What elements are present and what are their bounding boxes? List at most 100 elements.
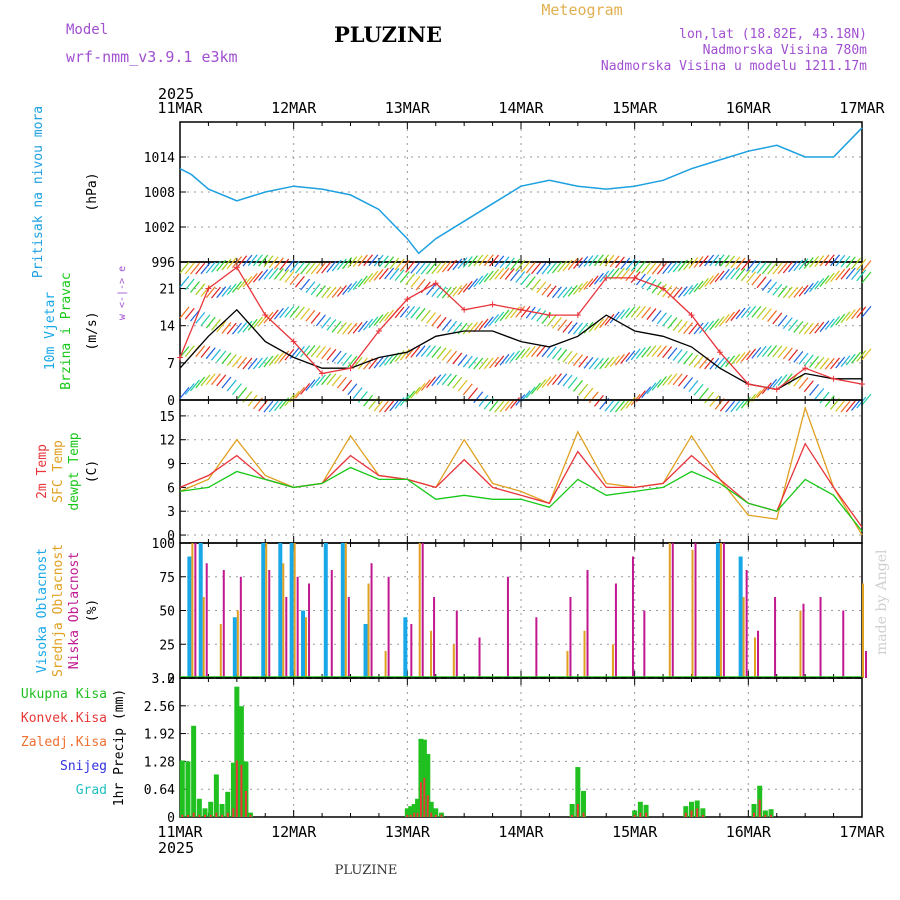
- total-precip-bar: [230, 762, 236, 817]
- total-precip-bar: [569, 803, 575, 817]
- mid-cloud-bar: [719, 543, 722, 678]
- wind-barb: [667, 373, 678, 386]
- wind-barb: [614, 309, 625, 322]
- conv-precip-bar: [181, 814, 184, 817]
- wind-barb: [714, 316, 725, 328]
- wind-barb: [557, 286, 568, 299]
- wind-barb: [704, 391, 715, 404]
- wind-barb: [342, 354, 353, 366]
- wind-barb: [782, 286, 793, 299]
- wind-barb: [646, 262, 657, 275]
- wind-barb: [772, 283, 783, 296]
- wind-barb: [499, 267, 510, 280]
- wind-barb: [814, 277, 825, 290]
- wind-barb: [247, 273, 258, 285]
- wind-barb: [588, 254, 599, 267]
- wind-barb: [478, 357, 489, 370]
- wind-barb: [651, 262, 662, 275]
- temperature-ytick-label: 12: [159, 434, 175, 449]
- wind-barb: [677, 259, 688, 272]
- wind-barb: [326, 286, 337, 299]
- wind-barb: [378, 255, 389, 268]
- wind-barb: [856, 306, 867, 319]
- wind-ytick-label: 7: [167, 357, 175, 372]
- low-cloud-bar: [410, 624, 413, 678]
- wind-barb: [347, 383, 358, 396]
- wind-barb: [410, 386, 421, 399]
- wind-barb: [441, 373, 452, 386]
- wind-barb: [531, 382, 541, 395]
- wind-barb: [562, 350, 573, 363]
- low-cloud-bar: [802, 603, 805, 678]
- wind-barb: [730, 309, 741, 322]
- wind-barb: [809, 280, 820, 293]
- conv-precip-bar: [235, 760, 238, 817]
- wind-barb: [851, 307, 861, 320]
- wind-barb: [279, 269, 290, 281]
- wind-barb: [683, 322, 694, 334]
- date-label-bottom: 17MAR: [839, 823, 885, 841]
- wind-barb: [593, 394, 604, 407]
- wind-barb: [211, 348, 221, 361]
- wind-barb: [300, 307, 311, 320]
- wind-barb: [693, 256, 704, 268]
- wind-barb: [426, 345, 437, 358]
- wind-barb: [483, 357, 494, 370]
- wind-barb: [231, 355, 242, 368]
- wind-barb: [830, 270, 840, 283]
- wind-barb: [211, 260, 221, 273]
- wind-barb: [572, 283, 583, 295]
- wind-barb: [630, 271, 641, 284]
- wind-barb: [819, 391, 830, 404]
- wind-barb: [704, 320, 715, 333]
- wind-barb: [698, 321, 709, 334]
- wind-barb: [740, 350, 751, 362]
- wind-barb: [646, 345, 657, 358]
- wind-barb: [525, 345, 536, 358]
- wind-barb: [756, 306, 767, 319]
- wind-barb: [452, 285, 463, 297]
- wind-barb: [258, 399, 269, 412]
- wind-barb: [824, 395, 835, 408]
- page-title: PLUZINE: [334, 22, 442, 47]
- date-label-top: 17MAR: [839, 99, 885, 117]
- wind-barb: [725, 311, 736, 324]
- wind-barb: [211, 286, 221, 299]
- wind-barb: [494, 267, 505, 280]
- conv-precip-bar: [226, 812, 229, 817]
- wind-barb: [567, 322, 578, 334]
- wind-barb: [809, 355, 820, 368]
- wind-barb: [688, 257, 699, 269]
- total-precip-bar: [575, 767, 581, 817]
- date-label-bottom: 13MAR: [385, 823, 431, 841]
- wind-barb: [310, 345, 321, 358]
- total-precip-bar: [428, 801, 434, 817]
- wind-barb: [294, 275, 305, 288]
- pressure-legend-label: Pritisak na nivou mora: [31, 106, 46, 278]
- wind-barb: [814, 321, 825, 334]
- mid-cloud-bar: [219, 624, 222, 678]
- wind-barb: [462, 383, 473, 396]
- conv-precip-bar: [701, 814, 704, 817]
- low-cloud-bar: [455, 610, 458, 678]
- mid-cloud-bar: [293, 543, 296, 678]
- wind-barb: [326, 260, 337, 273]
- high-cloud-bar: [232, 617, 237, 678]
- wind-barb: [761, 308, 772, 321]
- wind-barb: [452, 258, 463, 271]
- wind-ytick-label: 14: [159, 320, 175, 335]
- wind-barb: [357, 275, 368, 288]
- wind-barb: [504, 257, 515, 270]
- wind-barb: [845, 267, 856, 280]
- wind-barb: [184, 307, 195, 320]
- total-precip-bar: [196, 798, 202, 817]
- wind-barb: [389, 268, 400, 280]
- wind-barb: [725, 400, 736, 413]
- wind-barb: [719, 268, 730, 281]
- wind-barb: [614, 400, 625, 413]
- total-precip-bar: [202, 808, 208, 817]
- conv-precip-bar: [419, 782, 422, 817]
- wind-barb: [373, 356, 384, 369]
- wind-barb: [840, 355, 851, 368]
- clouds-legend-label: Visoka Oblacnost: [35, 548, 50, 673]
